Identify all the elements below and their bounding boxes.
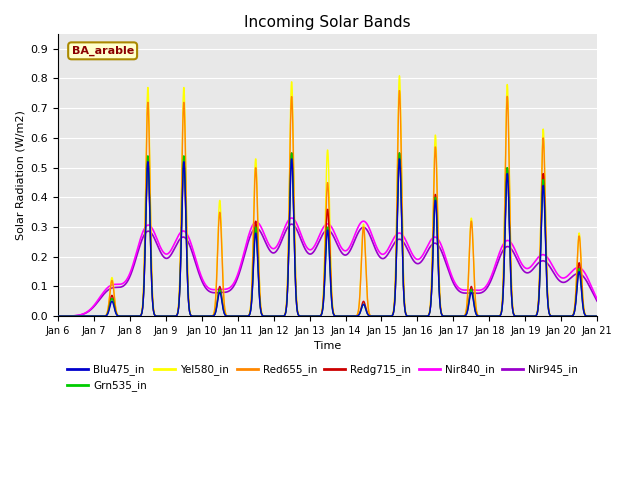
Legend: Blu475_in, Grn535_in, Yel580_in, Red655_in, Redg715_in, Nir840_in, Nir945_in: Blu475_in, Grn535_in, Yel580_in, Red655_… bbox=[63, 360, 582, 396]
Text: BA_arable: BA_arable bbox=[72, 46, 134, 56]
Title: Incoming Solar Bands: Incoming Solar Bands bbox=[244, 15, 411, 30]
X-axis label: Time: Time bbox=[314, 341, 341, 351]
Y-axis label: Solar Radiation (W/m2): Solar Radiation (W/m2) bbox=[15, 110, 25, 240]
